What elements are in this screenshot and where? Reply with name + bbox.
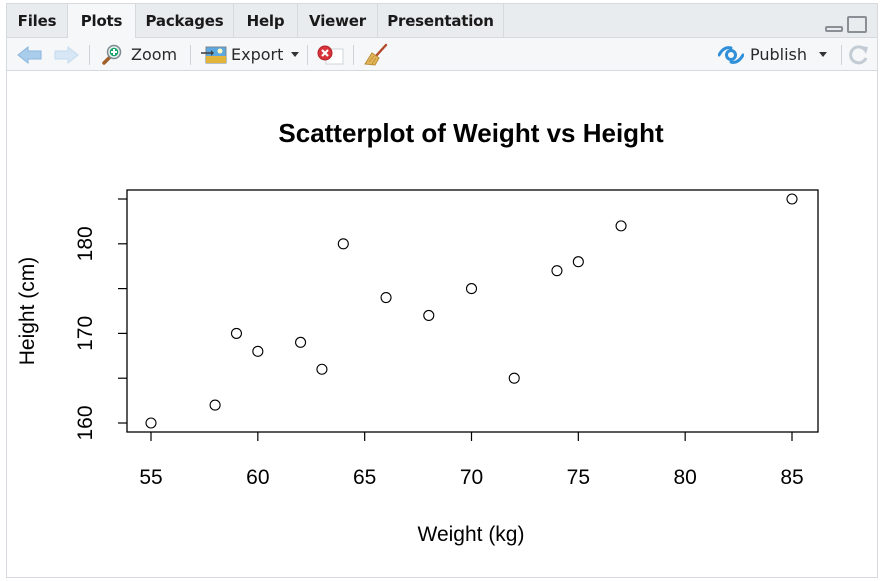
minimize-pane-button[interactable] bbox=[825, 26, 843, 32]
data-point bbox=[380, 292, 392, 304]
zoom-button[interactable]: Zoom bbox=[101, 38, 177, 71]
x-tick-label: 70 bbox=[460, 466, 483, 489]
zoom-magnifier-icon bbox=[102, 44, 122, 65]
data-point bbox=[423, 309, 435, 322]
forward-button[interactable] bbox=[53, 38, 79, 71]
data-point bbox=[572, 256, 584, 268]
data-point bbox=[465, 283, 478, 295]
data-point bbox=[252, 345, 264, 357]
toolbar-separator bbox=[353, 45, 354, 65]
y-tick-label: 160 bbox=[74, 405, 97, 440]
data-point bbox=[615, 220, 627, 232]
x-tick-label: 65 bbox=[353, 466, 376, 489]
plots-pane: Files Plots Packages Help Viewer Present… bbox=[6, 3, 878, 578]
tab-label: Help bbox=[246, 12, 285, 30]
tab-label: Packages bbox=[145, 12, 224, 30]
zoom-label: Zoom bbox=[131, 45, 178, 64]
chevron-down-icon bbox=[819, 52, 828, 57]
y-tick-label: 180 bbox=[74, 226, 97, 261]
x-axis: 55 60 65 70 75 80 85 bbox=[139, 432, 804, 489]
data-point bbox=[295, 336, 307, 348]
toolbar-separator bbox=[190, 45, 191, 65]
data-point bbox=[337, 238, 349, 250]
tab-presentation[interactable]: Presentation bbox=[378, 4, 504, 38]
toolbar-separator bbox=[841, 45, 842, 65]
x-tick-label: 85 bbox=[780, 466, 803, 489]
remove-plot-icon bbox=[317, 45, 344, 64]
publish-label: Publish bbox=[750, 45, 808, 64]
arrow-right-icon bbox=[54, 45, 79, 64]
export-button[interactable]: Export bbox=[201, 38, 300, 71]
y-axis: 160 170 180 bbox=[74, 198, 127, 441]
data-point bbox=[209, 399, 221, 411]
x-tick-label: 75 bbox=[567, 466, 590, 489]
data-point bbox=[316, 363, 328, 375]
plot-frame bbox=[126, 189, 819, 433]
tab-bar: Files Plots Packages Help Viewer Present… bbox=[7, 4, 877, 39]
y-tick-label: 170 bbox=[74, 316, 97, 351]
arrow-left-icon bbox=[17, 45, 42, 64]
y-axis-label: Height (cm) bbox=[16, 257, 39, 366]
plot-viewer: Scatterplot of Weight vs Height 55 60 65 70… bbox=[7, 72, 877, 577]
scatter-plot: Scatterplot of Weight vs Height 55 60 65 70… bbox=[16, 118, 819, 546]
publish-button[interactable]: Publish bbox=[718, 38, 828, 71]
export-label: Export bbox=[231, 45, 284, 64]
data-point bbox=[786, 193, 798, 205]
data-point bbox=[145, 417, 157, 429]
chevron-down-icon bbox=[291, 52, 300, 57]
tab-packages[interactable]: Packages bbox=[136, 4, 234, 38]
tab-viewer[interactable]: Viewer bbox=[298, 4, 378, 38]
data-points bbox=[145, 193, 798, 429]
plot-toolbar: Zoom Export bbox=[7, 38, 877, 71]
remove-plot-button[interactable] bbox=[316, 38, 344, 71]
toolbar-separator bbox=[307, 45, 308, 65]
data-point bbox=[230, 327, 243, 339]
tab-label: Presentation bbox=[387, 12, 494, 30]
x-axis-label: Weight (kg) bbox=[418, 523, 525, 546]
x-tick-label: 80 bbox=[673, 466, 696, 489]
data-point bbox=[508, 372, 520, 384]
export-image-icon bbox=[201, 46, 227, 63]
chart-title: Scatterplot of Weight vs Height bbox=[278, 118, 664, 148]
toolbar-separator bbox=[89, 45, 90, 65]
tab-help[interactable]: Help bbox=[234, 4, 298, 38]
tab-label: Plots bbox=[80, 12, 123, 30]
refresh-button[interactable] bbox=[848, 38, 870, 71]
tab-files[interactable]: Files bbox=[7, 4, 68, 38]
publish-icon bbox=[718, 45, 744, 64]
maximize-pane-button[interactable] bbox=[847, 16, 867, 33]
x-tick-label: 55 bbox=[139, 466, 162, 489]
broom-icon bbox=[364, 43, 388, 66]
tab-label: Viewer bbox=[309, 12, 366, 30]
data-point bbox=[551, 265, 563, 277]
clear-all-plots-button[interactable] bbox=[363, 38, 389, 71]
back-button[interactable] bbox=[17, 38, 43, 71]
refresh-icon bbox=[849, 44, 868, 64]
tab-plots[interactable]: Plots bbox=[68, 4, 136, 39]
tab-label: Files bbox=[17, 12, 57, 30]
x-tick-label: 60 bbox=[246, 466, 269, 489]
window-controls bbox=[823, 14, 867, 34]
